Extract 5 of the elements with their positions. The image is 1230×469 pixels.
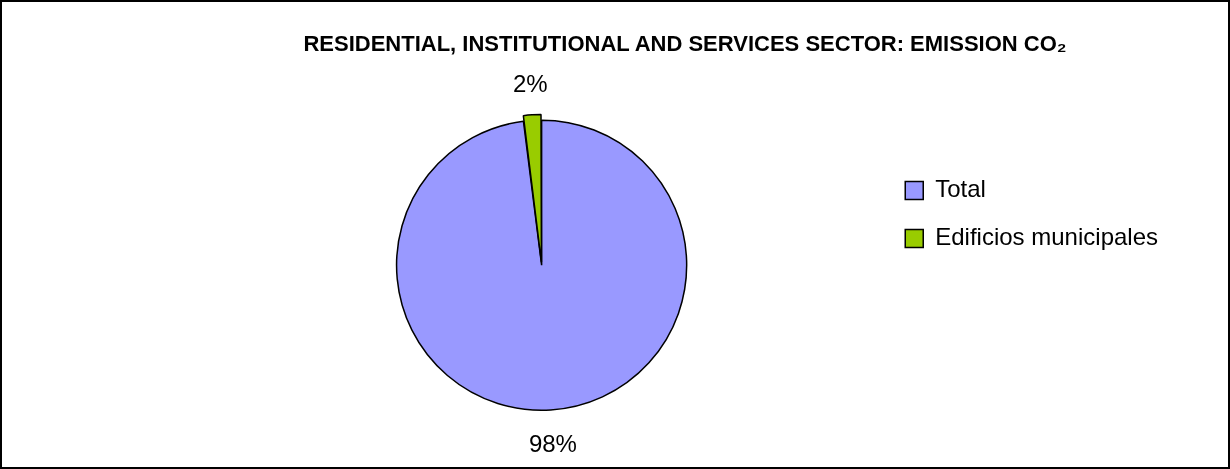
legend-label: Edificios municipales xyxy=(935,223,1158,251)
chart-title: RESIDENTIAL, INSTITUTIONAL AND SERVICES SECTOR: EMISSION CO₂ xyxy=(303,31,1067,57)
data-label: 98% xyxy=(528,429,577,457)
legend-label: Total xyxy=(935,175,986,203)
data-label: 2% xyxy=(512,70,548,98)
